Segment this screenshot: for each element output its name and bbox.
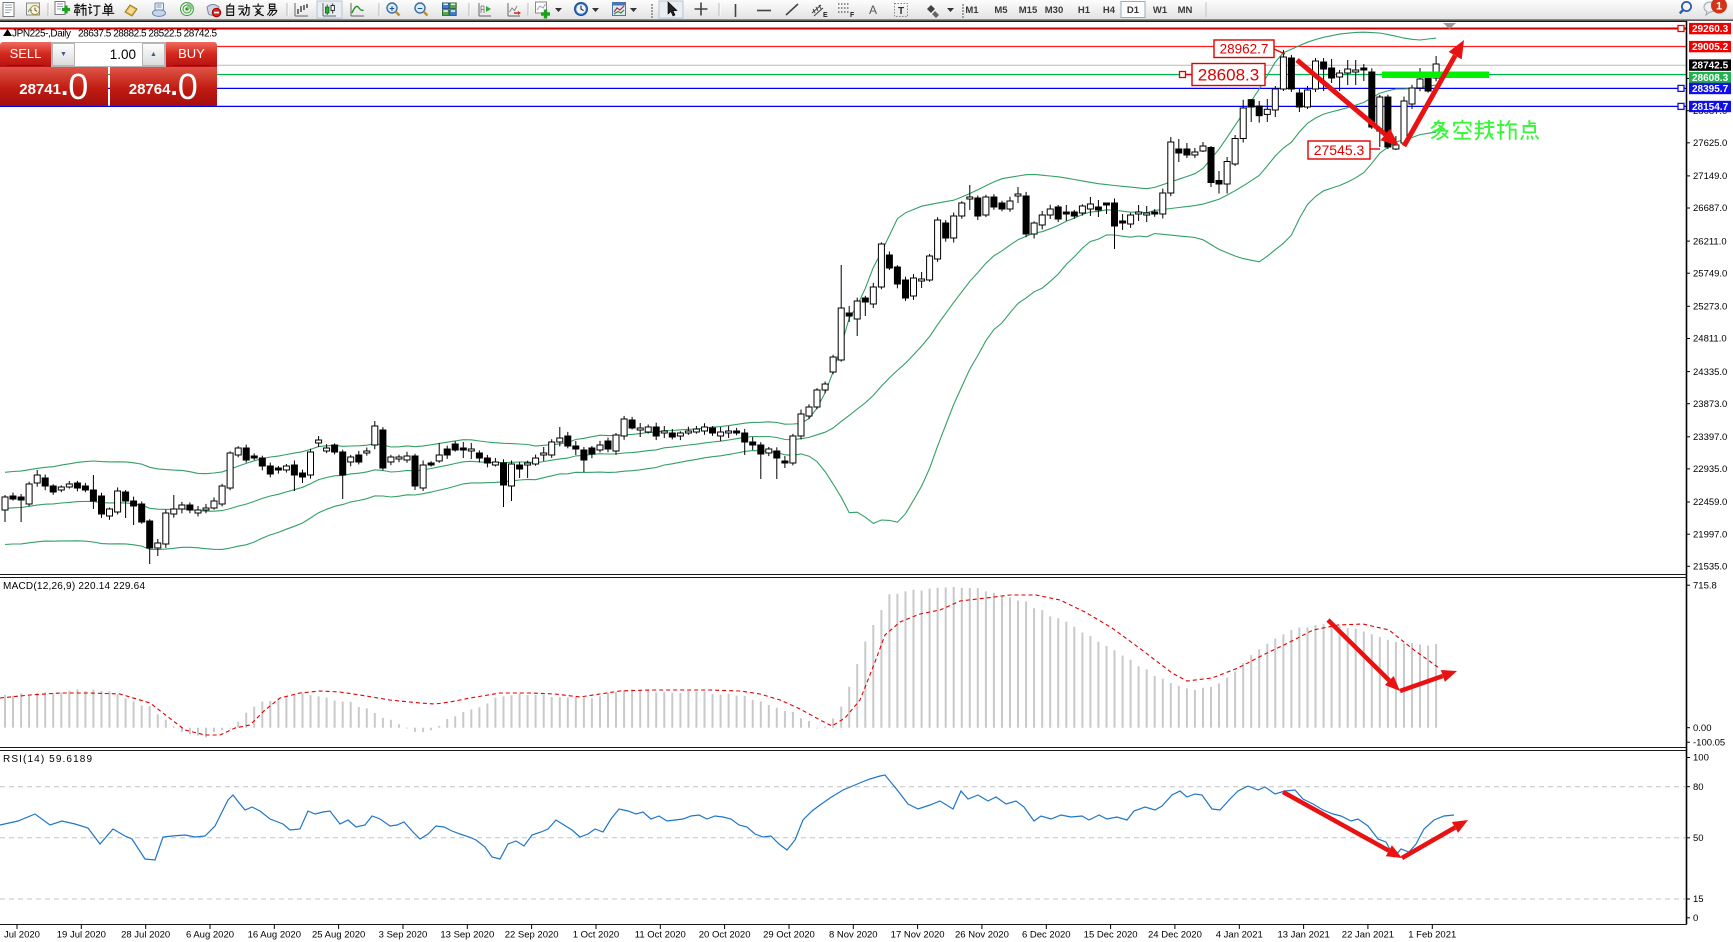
svg-text:13 Jan 2021: 13 Jan 2021 — [1277, 930, 1329, 941]
svg-text:100: 100 — [1693, 753, 1709, 764]
svg-text:+: + — [389, 3, 394, 13]
svg-text:−: − — [417, 3, 422, 13]
svg-text:28608.3: 28608.3 — [1198, 66, 1259, 85]
svg-text:4 Jan 2021: 4 Jan 2021 — [1216, 930, 1263, 941]
svg-text:25749.0: 25749.0 — [1693, 268, 1727, 279]
svg-text:28962.7: 28962.7 — [1220, 42, 1269, 57]
svg-text:22 Jan 2021: 22 Jan 2021 — [1342, 930, 1394, 941]
svg-text:1 Feb 2021: 1 Feb 2021 — [1408, 930, 1456, 941]
svg-text:0.00: 0.00 — [1693, 723, 1712, 734]
svg-text:28608.3: 28608.3 — [1692, 73, 1729, 84]
svg-text:25 Aug 2020: 25 Aug 2020 — [312, 930, 365, 941]
svg-text:A: A — [869, 3, 877, 17]
svg-text:19 Jul 2020: 19 Jul 2020 — [57, 930, 106, 941]
svg-text:28395.7: 28395.7 — [1692, 84, 1729, 95]
svg-text:W1: W1 — [1153, 5, 1168, 16]
svg-text:15: 15 — [1693, 894, 1704, 905]
svg-text:29 Oct 2020: 29 Oct 2020 — [763, 930, 815, 941]
svg-text:MN: MN — [1178, 5, 1193, 16]
svg-text:22459.0: 22459.0 — [1693, 497, 1727, 508]
svg-text:24335.0: 24335.0 — [1693, 367, 1727, 378]
svg-text:26 Nov 2020: 26 Nov 2020 — [955, 930, 1009, 941]
svg-text:26687.0: 26687.0 — [1693, 203, 1727, 214]
svg-text:E: E — [823, 12, 828, 19]
svg-text:28742.5: 28742.5 — [1692, 61, 1729, 72]
svg-text:H4: H4 — [1103, 5, 1116, 16]
svg-text:26211.0: 26211.0 — [1693, 236, 1727, 247]
svg-text:0: 0 — [1693, 913, 1698, 924]
svg-text:6 Aug 2020: 6 Aug 2020 — [186, 930, 234, 941]
svg-text:17 Nov 2020: 17 Nov 2020 — [891, 930, 945, 941]
svg-text:28637.5 28882.5 28522.5 28742.: 28637.5 28882.5 28522.5 28742.5 — [78, 29, 217, 40]
svg-text:H1: H1 — [1078, 5, 1091, 16]
svg-text:21535.0: 21535.0 — [1693, 561, 1727, 572]
svg-text:23397.0: 23397.0 — [1693, 432, 1727, 443]
svg-text:22935.0: 22935.0 — [1693, 464, 1727, 475]
svg-text:24 Dec 2020: 24 Dec 2020 — [1148, 930, 1202, 941]
svg-text:27545.3: 27545.3 — [1314, 142, 1365, 158]
svg-text:1: 1 — [1716, 1, 1722, 13]
svg-text:M5: M5 — [994, 5, 1008, 16]
svg-text:M30: M30 — [1045, 5, 1063, 16]
svg-text:27625.0: 27625.0 — [1693, 138, 1727, 149]
svg-text:6 Dec 2020: 6 Dec 2020 — [1022, 930, 1071, 941]
svg-text:24811.0: 24811.0 — [1693, 334, 1727, 345]
svg-text:M15: M15 — [1019, 5, 1038, 16]
svg-text:D1: D1 — [1127, 5, 1140, 16]
svg-text:-100.05: -100.05 — [1693, 737, 1725, 748]
svg-text:15 Dec 2020: 15 Dec 2020 — [1084, 930, 1138, 941]
svg-text:28 Jul 2020: 28 Jul 2020 — [121, 930, 170, 941]
svg-text:JPN225-,Daily: JPN225-,Daily — [12, 29, 71, 40]
svg-text:13 Sep 2020: 13 Sep 2020 — [440, 930, 494, 941]
svg-text:Jul 2020: Jul 2020 — [4, 930, 40, 941]
svg-text:20 Oct 2020: 20 Oct 2020 — [699, 930, 751, 941]
svg-text:21997.0: 21997.0 — [1693, 529, 1727, 540]
svg-text:50: 50 — [1693, 833, 1704, 844]
svg-text:28154.7: 28154.7 — [1692, 102, 1729, 113]
svg-text:23873.0: 23873.0 — [1693, 399, 1727, 410]
svg-text:715.8: 715.8 — [1693, 580, 1717, 591]
svg-text:MACD(12,26,9) 220.14 229.64: MACD(12,26,9) 220.14 229.64 — [3, 581, 145, 592]
svg-text:3 Sep 2020: 3 Sep 2020 — [379, 930, 428, 941]
svg-text:1 Oct 2020: 1 Oct 2020 — [573, 930, 619, 941]
svg-text:M1: M1 — [965, 5, 979, 16]
svg-text:29005.2: 29005.2 — [1692, 42, 1729, 53]
svg-text:80: 80 — [1693, 782, 1704, 793]
svg-text:RSI(14) 59.6189: RSI(14) 59.6189 — [3, 754, 92, 765]
svg-text:25273.0: 25273.0 — [1693, 302, 1727, 313]
svg-text:16 Aug 2020: 16 Aug 2020 — [248, 930, 301, 941]
svg-text:22 Sep 2020: 22 Sep 2020 — [505, 930, 559, 941]
svg-text:27149.0: 27149.0 — [1693, 171, 1727, 182]
svg-text:T: T — [898, 6, 904, 17]
svg-text:8 Nov 2020: 8 Nov 2020 — [829, 930, 878, 941]
svg-text:29260.3: 29260.3 — [1692, 24, 1729, 35]
svg-text:11 Oct 2020: 11 Oct 2020 — [635, 930, 686, 941]
svg-text:F: F — [850, 12, 855, 19]
